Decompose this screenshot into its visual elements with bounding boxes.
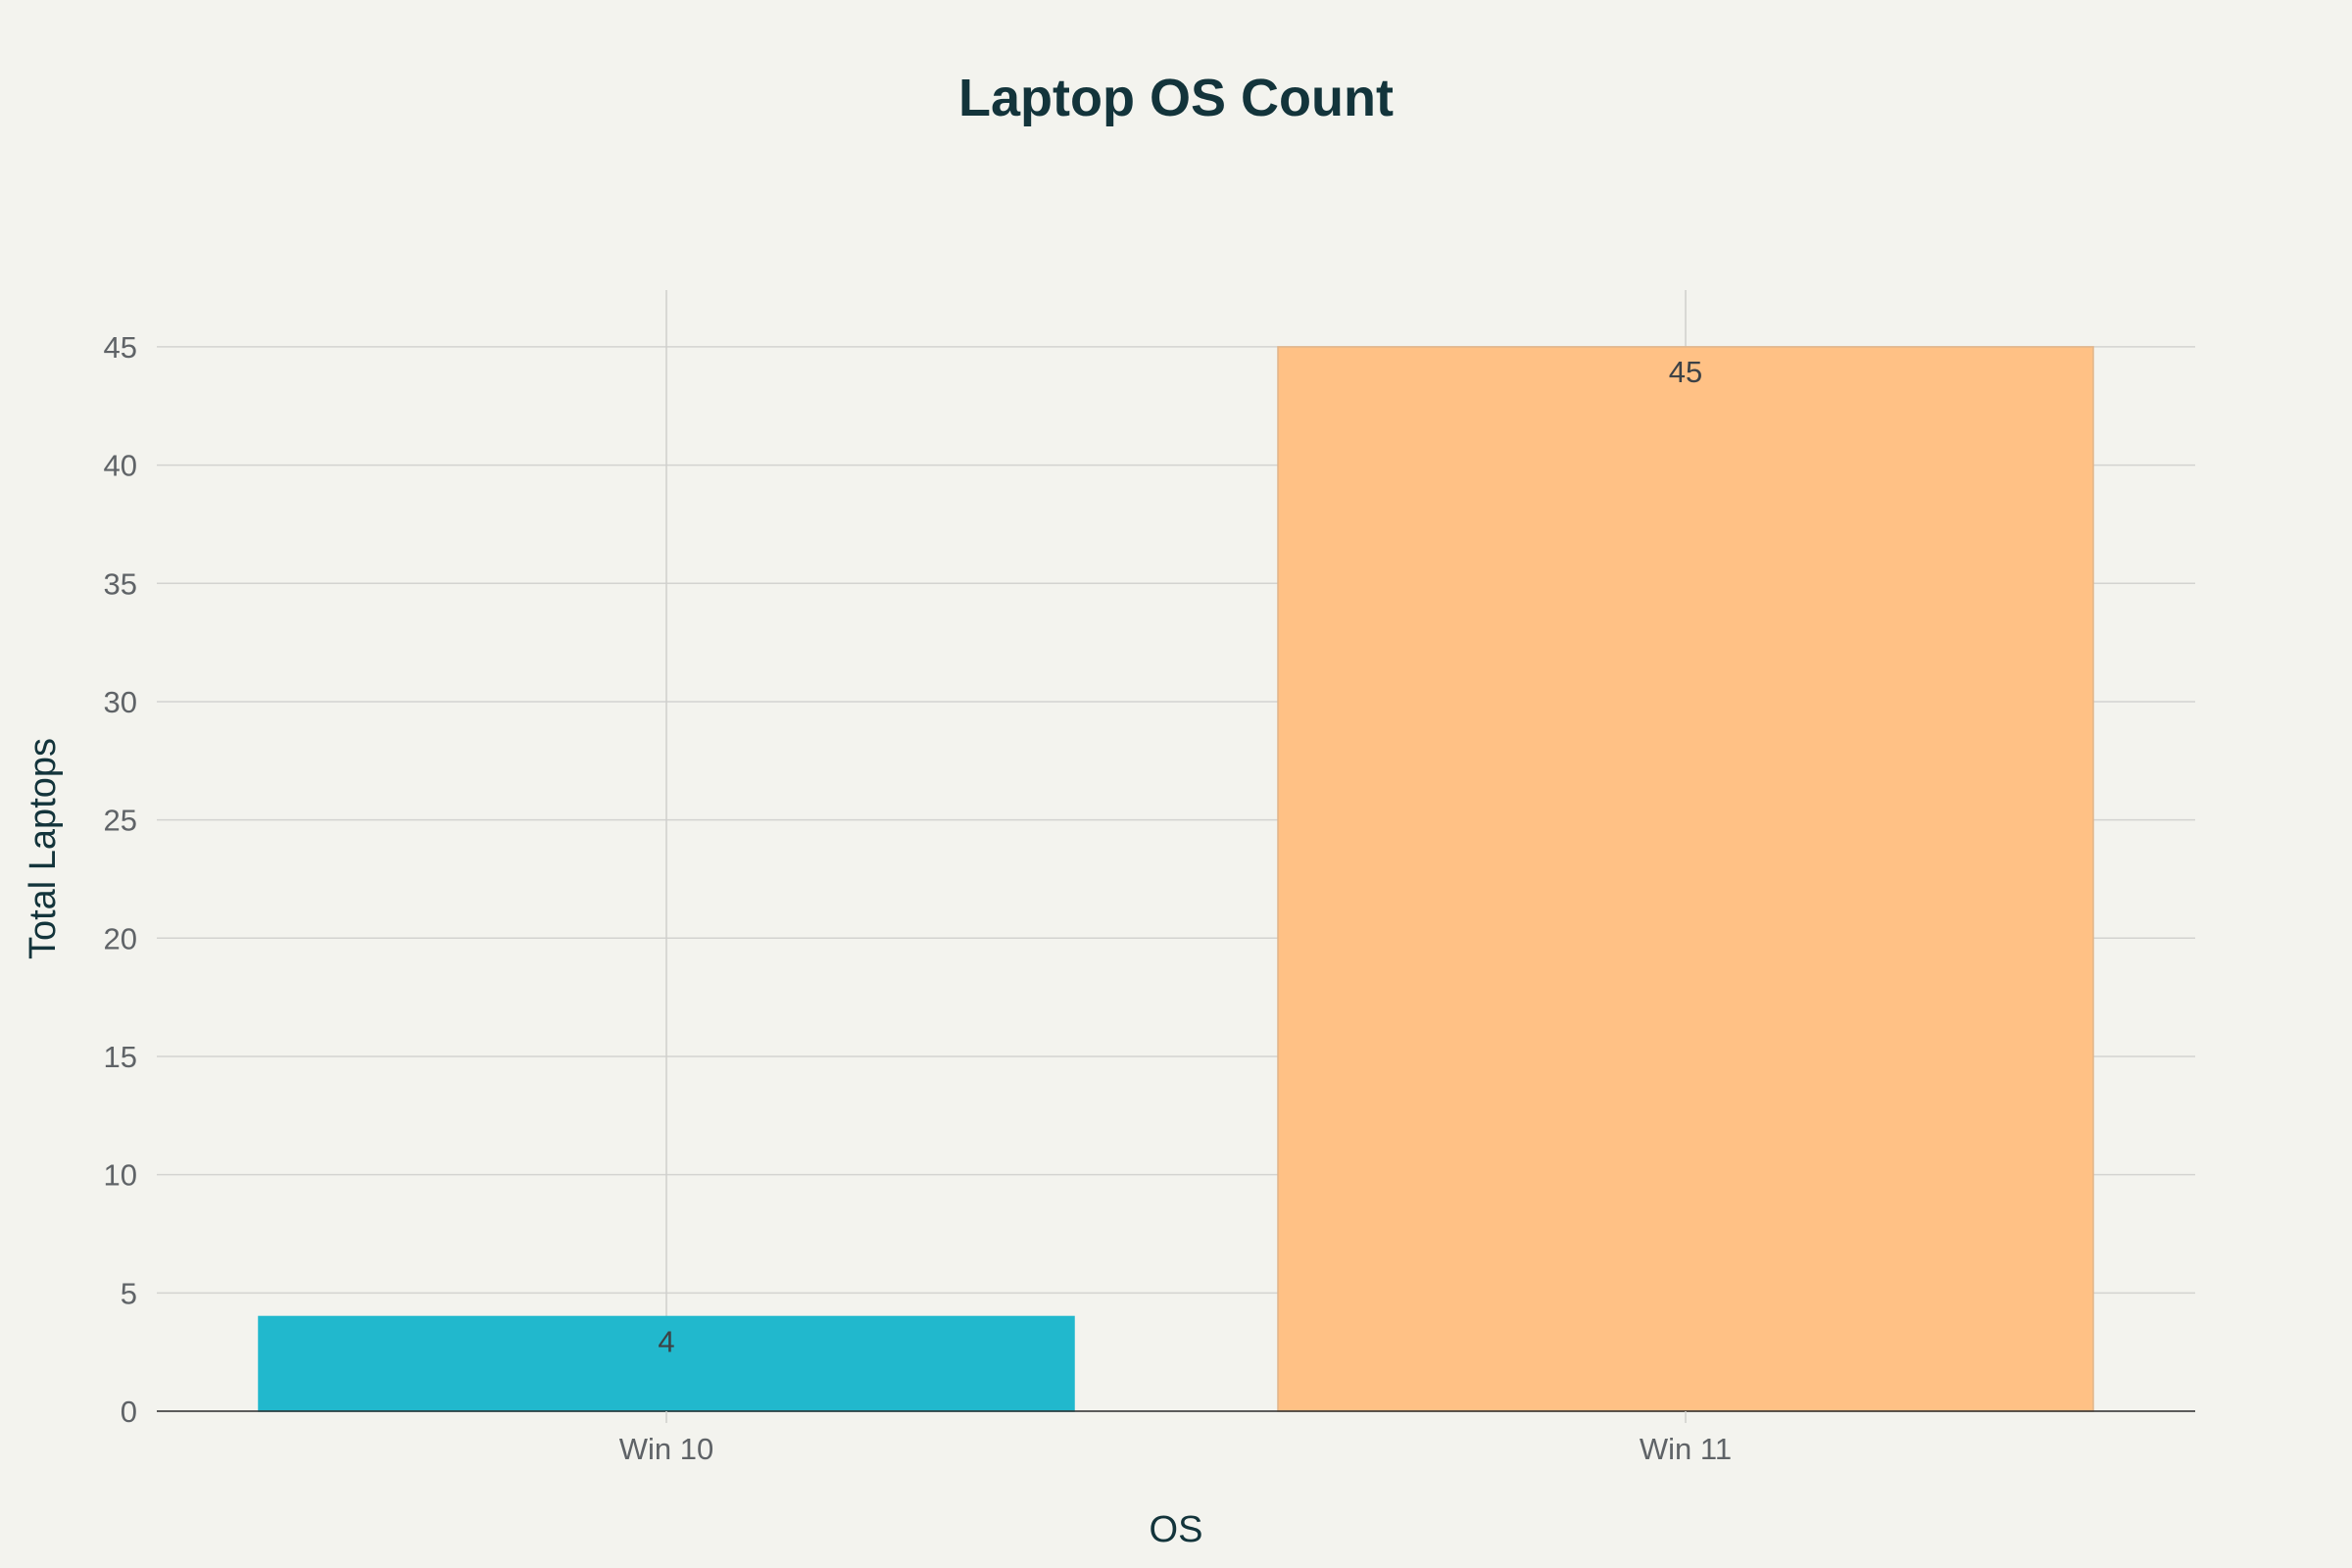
data-label: 45 [1669,355,1702,389]
y-tick-label: 15 [104,1040,137,1074]
bar-win-11 [1277,346,2094,1412]
y-tick-label: 35 [104,566,137,601]
y-tick-label: 10 [104,1158,137,1193]
y-tick-label: 5 [121,1276,137,1310]
data-labels: 4 45 [658,355,1702,1359]
x-tick-label: Win 10 [619,1432,713,1466]
bars [258,346,2094,1412]
axes: 0 5 10 15 20 25 30 35 40 45 Win 10 Win 11 [104,330,2195,1466]
y-tick-label: 25 [104,804,137,838]
y-axis-title: Total Laptops [23,738,64,959]
y-tick-label: 0 [121,1395,137,1429]
y-tick-label: 20 [104,921,137,956]
chart-title: Laptop OS Count [958,69,1394,127]
data-label: 4 [658,1324,674,1358]
bar-win-10 [258,1315,1075,1412]
x-tick-label: Win 11 [1640,1432,1732,1466]
y-tick-label: 30 [104,685,137,719]
x-axis-title: OS [1150,1509,1203,1550]
y-tick-label: 45 [104,330,137,365]
y-tick-label: 40 [104,449,137,483]
